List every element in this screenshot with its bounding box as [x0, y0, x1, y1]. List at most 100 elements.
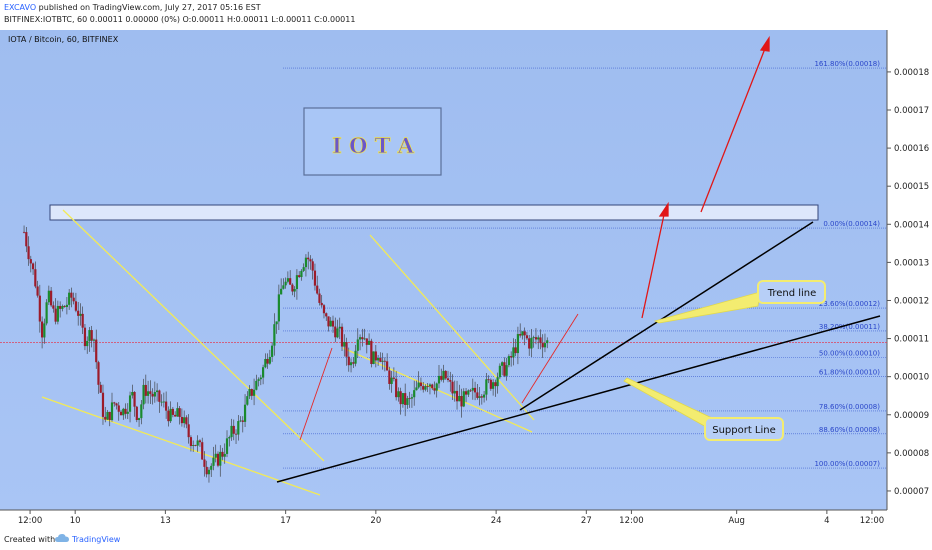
candle-body	[169, 408, 172, 422]
y-axis-panel	[887, 30, 932, 510]
candle-body	[252, 389, 256, 396]
candle-body	[261, 367, 265, 378]
candle-body	[358, 337, 362, 340]
x-tick-label: 24	[491, 516, 502, 526]
candle-body	[322, 305, 326, 314]
candle-body	[108, 411, 111, 421]
candle-body	[36, 286, 39, 296]
fib-label: 78.60%(0.00008)	[819, 403, 880, 411]
candle-body	[25, 232, 28, 247]
candle-body	[451, 381, 454, 394]
candle-body	[212, 457, 215, 466]
trend-line-callout: Trend line	[653, 280, 826, 324]
candle-body	[280, 288, 283, 295]
candle-body	[104, 416, 107, 420]
tradingview-cloud-icon	[55, 534, 69, 542]
candle-body	[83, 327, 87, 347]
candle-body	[458, 395, 461, 402]
candle-body	[455, 390, 459, 402]
candle-body	[45, 302, 48, 324]
candle-body	[201, 442, 204, 460]
candle-body	[40, 321, 44, 338]
candle-body	[257, 379, 260, 381]
candle-body	[329, 320, 332, 327]
candle-body	[86, 340, 89, 347]
candle-body	[392, 377, 395, 379]
candle-body	[221, 451, 224, 457]
candle-body	[431, 384, 434, 389]
candle-body	[507, 356, 510, 366]
candle-body	[485, 379, 488, 395]
candle-body	[110, 402, 114, 421]
candle-body	[255, 380, 258, 390]
candle-body	[496, 377, 499, 387]
tradingview-brand[interactable]: TradingView	[72, 535, 121, 544]
candle-body	[38, 295, 41, 322]
candle-body	[462, 391, 465, 407]
candle-body	[223, 453, 226, 457]
candle-body	[473, 387, 477, 393]
candle-body	[476, 392, 479, 398]
candle-body	[101, 392, 105, 417]
candle-body	[185, 417, 188, 425]
candle-body	[352, 362, 355, 364]
candle-body	[320, 302, 323, 306]
candle-body	[482, 394, 486, 398]
candle-body	[180, 416, 184, 424]
candle-body	[498, 365, 501, 378]
candle-body	[171, 408, 174, 415]
forecast-arrows	[641, 35, 770, 319]
author-link[interactable]: EXCAVO	[4, 3, 37, 12]
candle-body	[521, 331, 524, 336]
candle-body	[492, 382, 495, 389]
candle-body	[95, 339, 98, 363]
candle-body	[115, 403, 118, 406]
candle-body	[372, 351, 375, 364]
candle-body	[122, 408, 125, 416]
channel-line-1-bottom	[41, 396, 321, 496]
resistance-zone	[49, 204, 819, 221]
candle-body	[232, 425, 235, 434]
fib-label: 88.60%(0.00008)	[819, 426, 880, 434]
candle-body	[248, 389, 251, 397]
candle-body	[146, 391, 150, 396]
x-tick-label: 4	[824, 516, 829, 526]
candle-body	[532, 337, 535, 338]
candle-body	[174, 414, 177, 417]
candle-body	[494, 382, 497, 387]
candle-body	[43, 323, 46, 338]
price-chart[interactable]: 161.80%(0.00018) 0.00%(0.00014) 23.60%(0.0…	[0, 30, 932, 528]
candle-body	[467, 390, 470, 395]
candle-body	[408, 398, 411, 400]
forecast-arrow-1	[641, 209, 666, 319]
candle-body	[388, 370, 391, 384]
candle-body	[250, 389, 253, 396]
candle-body	[428, 384, 432, 387]
candle-body	[216, 453, 220, 466]
x-tick-label: Aug	[728, 516, 745, 526]
candle-body	[516, 334, 520, 354]
candle-body	[417, 382, 420, 388]
candle-body	[523, 331, 526, 336]
candle-body	[264, 358, 267, 368]
candle-body	[336, 328, 339, 338]
y-tick-label: 0.00017	[894, 106, 929, 116]
candle-body	[241, 420, 244, 422]
candle-body	[480, 396, 483, 398]
candle-body	[52, 305, 55, 309]
forecast-arrowhead-1	[658, 201, 669, 217]
fib-label: 161.80%(0.00018)	[814, 60, 880, 68]
candle-body	[61, 306, 64, 309]
candle-body	[158, 390, 161, 402]
candle-body	[63, 306, 66, 308]
publish-info: published on TradingView.com, July 27, 2…	[36, 3, 261, 12]
y-tick-label: 0.00011	[894, 335, 929, 345]
candle-body	[162, 401, 165, 403]
candle-body	[390, 377, 393, 384]
candle-body	[471, 387, 474, 391]
channel-line-2-top	[369, 234, 535, 421]
candle-body	[205, 466, 208, 475]
trend-line	[519, 221, 814, 411]
candle-body	[27, 246, 30, 260]
candle-body	[128, 395, 132, 412]
